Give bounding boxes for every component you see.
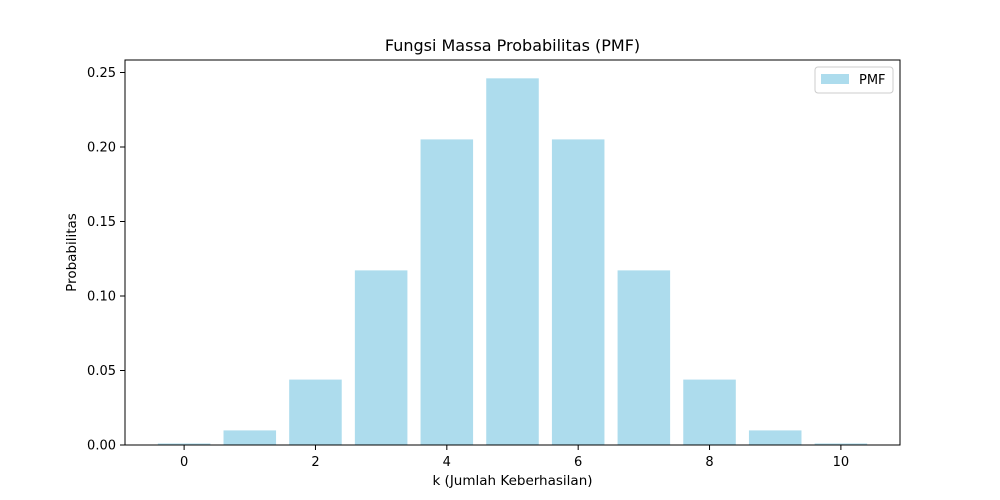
bar-k-4 xyxy=(420,139,474,445)
bar-k-6 xyxy=(551,139,605,445)
x-tick-label: 8 xyxy=(705,455,713,470)
y-axis-label: Probabilitas xyxy=(64,213,80,292)
chart-title: Fungsi Massa Probabilitas (PMF) xyxy=(385,36,640,55)
legend-swatch-pmf xyxy=(821,74,849,84)
bar-group xyxy=(157,78,868,445)
y-axis-ticks: 0.00 0.05 0.10 0.15 0.20 0.25 xyxy=(87,66,125,454)
y-tick-label: 0.05 xyxy=(87,364,116,379)
bar-k-3 xyxy=(354,270,408,445)
bar-k-5 xyxy=(486,78,539,445)
legend-frame xyxy=(814,66,894,94)
x-tick-label: 2 xyxy=(311,455,319,470)
legend-label-pmf: PMF xyxy=(859,73,886,88)
x-tick-label: 0 xyxy=(180,455,188,470)
y-tick-label: 0.20 xyxy=(87,141,116,156)
x-axis-ticks: 0 2 4 6 8 10 xyxy=(180,445,849,470)
y-tick-label: 0.00 xyxy=(87,439,116,454)
y-tick-label: 0.25 xyxy=(87,66,116,81)
bar-k-1 xyxy=(223,430,277,445)
legend: PMF xyxy=(814,66,894,94)
bar-k-0 xyxy=(157,443,211,445)
x-tick-label: 10 xyxy=(833,455,850,470)
bar-k-7 xyxy=(617,270,671,445)
bar-k-2 xyxy=(289,379,342,445)
x-tick-label: 4 xyxy=(443,455,451,470)
bar-k-9 xyxy=(748,430,802,445)
y-tick-label: 0.10 xyxy=(87,290,116,305)
bar-k-10 xyxy=(814,443,868,445)
y-tick-label: 0.15 xyxy=(87,215,116,230)
bar-k-8 xyxy=(683,379,736,445)
plot-frame xyxy=(124,59,901,446)
x-axis-label: k (Jumlah Keberhasilan) xyxy=(432,473,592,489)
x-tick-label: 6 xyxy=(574,455,582,470)
